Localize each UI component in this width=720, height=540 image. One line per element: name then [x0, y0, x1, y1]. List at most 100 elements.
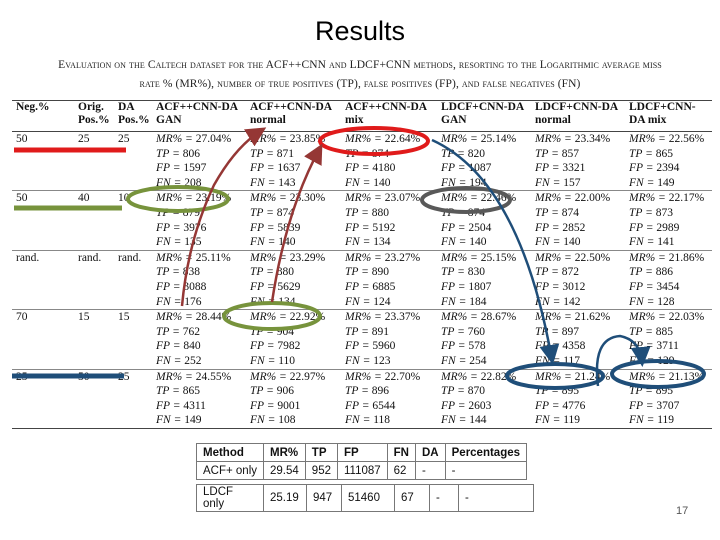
stat-value: 5839: [277, 221, 301, 234]
header-ldcf-mix: LDCF+CNN-DA mix: [625, 100, 712, 132]
stat-value: 129: [657, 354, 675, 367]
stat-line: FN = 208: [156, 176, 246, 190]
result-cell: MR% = 22.64% TP = 874 FP = 4180 FN = 140: [341, 131, 437, 192]
stat-label: FN =: [156, 354, 185, 367]
stat-label: TP =: [629, 147, 656, 160]
result-cell: MR% = 23.07% TP = 880 FP = 5192 FN = 134: [341, 190, 437, 251]
stat-value: 3711: [656, 340, 679, 353]
stat-line: TP = 820: [441, 147, 531, 162]
stat-label: TP =: [535, 266, 562, 279]
result-cell: MR% = 23.37% TP = 891 FP = 5960 FN = 123: [341, 309, 437, 370]
stat-value: 23.34%: [574, 133, 611, 145]
stat-label: FP =: [250, 340, 278, 353]
stat-line: FP = 4180: [345, 161, 437, 176]
baseline-cell: LDCF only: [196, 484, 264, 512]
stat-line: MR% = 22.00%: [535, 191, 625, 206]
stat-label: TP =: [441, 325, 468, 338]
config-cell-neg: rand.: [12, 250, 74, 311]
baseline-cell: 62: [386, 461, 417, 480]
stat-line: MR% = 21.86%: [629, 251, 712, 266]
stat-value: 23.27%: [384, 251, 421, 264]
stat-label: FN =: [345, 295, 374, 308]
stat-label: FP =: [156, 221, 184, 234]
stat-value: 897: [561, 325, 579, 338]
stat-line: TP = 872: [535, 265, 625, 280]
stat-value: 806: [182, 147, 200, 160]
stat-line: TP = 870: [441, 384, 531, 399]
stat-line: MR% = 22.50%: [535, 251, 625, 266]
header-orig-pos: Orig. Pos.%: [74, 100, 114, 132]
stat-line: FP = 3976: [156, 221, 246, 236]
stat-value: 134: [373, 236, 391, 249]
stat-label: MR% =: [250, 133, 290, 145]
stat-value: 119: [563, 414, 581, 427]
stat-line: FP = 1807: [441, 280, 531, 295]
stat-value: 23.07%: [384, 192, 421, 205]
stat-line: FP = 7982: [250, 339, 341, 354]
stat-label: FP =: [441, 399, 469, 412]
stat-line: FN = 194: [441, 176, 531, 190]
result-cell: MR% = 23.30% TP = 874 FP = 5839 FN = 140: [246, 190, 341, 251]
config-cell-da: rand.: [114, 250, 152, 311]
stat-label: FP =: [629, 280, 657, 293]
stat-value: 22.97%: [289, 370, 326, 383]
result-cell: MR% = 22.00% TP = 874 FP = 2852 FN = 140: [531, 190, 625, 251]
stat-line: FP = 3454: [629, 280, 712, 295]
stat-value: 23.30%: [289, 192, 326, 205]
stat-line: MR% = 23.34%: [535, 132, 625, 147]
stat-label: FN =: [629, 176, 658, 189]
stat-line: MR% = 21.24%: [535, 370, 625, 385]
config-cell-neg: 50: [12, 131, 74, 192]
stat-line: FP = 840: [156, 339, 246, 354]
stat-label: FN =: [629, 295, 658, 308]
stat-line: MR% = 23.29%: [250, 251, 341, 266]
stat-value: 1597: [183, 162, 207, 175]
stat-line: FN = 135: [156, 235, 246, 249]
stat-label: FP =: [345, 399, 373, 412]
stat-line: MR% = 22.92%: [250, 310, 341, 325]
stat-label: FN =: [441, 236, 470, 249]
stat-line: FN = 140: [250, 235, 341, 249]
table-row: 50 40 10 MR% = 23.19% TP = 879 FP = 3976 FN = …: [12, 190, 712, 251]
stat-label: MR% =: [629, 311, 669, 324]
stat-value: 123: [373, 354, 391, 367]
stat-line: FP = 9001: [250, 399, 341, 414]
stat-line: TP = 873: [629, 206, 712, 221]
stat-line: TP = 880: [345, 206, 437, 221]
stat-label: FP =: [250, 280, 278, 293]
stat-value: 21.24%: [574, 370, 611, 383]
stat-value: 886: [655, 266, 673, 279]
stat-line: FP = 3707: [629, 399, 712, 414]
stat-line: FP = 5192: [345, 221, 437, 236]
stat-line: FP = 6885: [345, 280, 437, 295]
result-cell: MR% = 23.27% TP = 890 FP = 6885 FN = 124: [341, 250, 437, 311]
stat-label: TP =: [345, 385, 372, 398]
stat-label: MR% =: [535, 133, 575, 145]
baseline-cell: ACF+ only: [195, 461, 265, 480]
table-caption: Evaluation on the Caltech dataset for th…: [20, 56, 700, 94]
result-cell: MR% = 25.11% TP = 838 FP = 3088 FN = 176: [152, 250, 246, 311]
stat-value: 27.04%: [195, 133, 232, 145]
stat-line: TP = 874: [250, 206, 341, 221]
stat-label: TP =: [345, 325, 372, 338]
stat-line: TP = 760: [441, 325, 531, 340]
stat-label: TP =: [156, 325, 183, 338]
baseline-table-ldcf: LDCF only 25.19 947 51460 67 - -: [196, 484, 534, 512]
baseline-header-mr: MR%: [263, 443, 306, 462]
stat-label: FP =: [250, 399, 278, 412]
stat-label: FP =: [345, 162, 373, 175]
stat-value: 22.64%: [384, 133, 421, 145]
table-row: rand. rand. rand. MR% = 25.11% TP = 838 FP = …: [12, 250, 712, 311]
stat-value: 252: [184, 354, 202, 367]
stat-line: FP = 1597: [156, 161, 246, 176]
stat-label: TP =: [441, 266, 468, 279]
stat-value: 3012: [562, 280, 586, 293]
stat-value: 895: [655, 385, 673, 398]
stat-value: 2989: [656, 221, 680, 234]
stat-value: 25.14%: [480, 133, 517, 145]
table-row: 70 15 15 MR% = 28.44% TP = 762 FP = 840 FN = 2…: [12, 309, 712, 370]
stat-value: 119: [657, 414, 675, 427]
stat-value: 22.03%: [668, 311, 705, 324]
stat-label: TP =: [250, 206, 277, 219]
stat-label: FN =: [250, 354, 279, 367]
